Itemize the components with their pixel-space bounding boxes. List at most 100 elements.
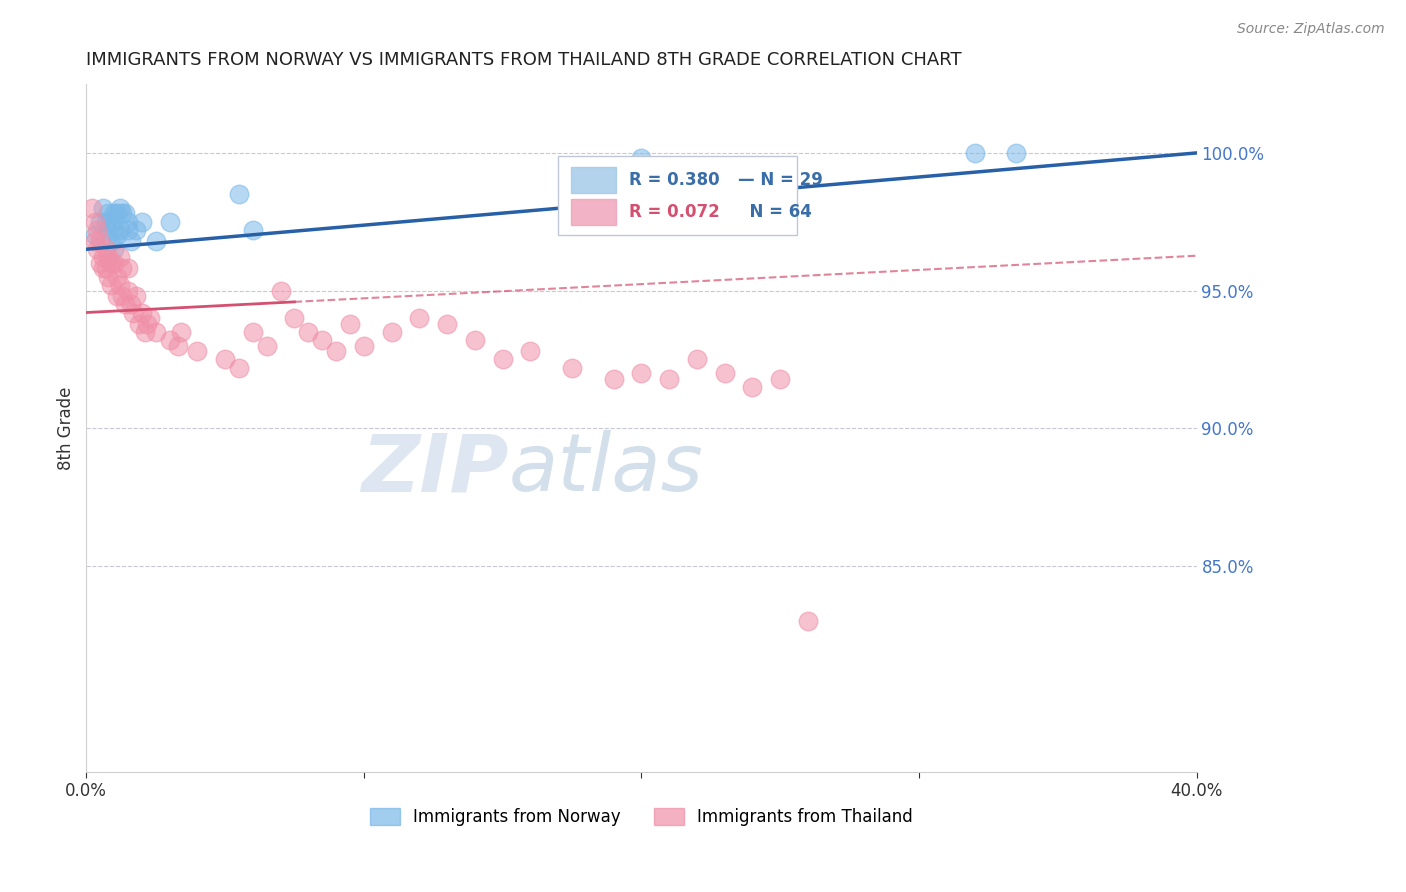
Bar bbox=[571, 167, 616, 193]
Point bbox=[128, 317, 150, 331]
Point bbox=[111, 289, 134, 303]
Point bbox=[658, 371, 681, 385]
Point bbox=[167, 338, 190, 352]
Point bbox=[713, 366, 735, 380]
Text: R = 0.380: R = 0.380 bbox=[630, 170, 720, 189]
Point bbox=[120, 234, 142, 248]
Point bbox=[436, 317, 458, 331]
Point bbox=[117, 284, 139, 298]
Bar bbox=[571, 199, 616, 225]
Point bbox=[108, 278, 131, 293]
Point bbox=[519, 344, 541, 359]
Point bbox=[97, 223, 120, 237]
Point bbox=[325, 344, 347, 359]
Point bbox=[100, 215, 122, 229]
Point bbox=[108, 223, 131, 237]
Point bbox=[103, 256, 125, 270]
Point bbox=[492, 352, 515, 367]
Point bbox=[145, 234, 167, 248]
Point bbox=[561, 360, 583, 375]
Point bbox=[83, 215, 105, 229]
Point bbox=[769, 371, 792, 385]
Point bbox=[111, 206, 134, 220]
Legend: Immigrants from Norway, Immigrants from Thailand: Immigrants from Norway, Immigrants from … bbox=[363, 801, 920, 832]
Point bbox=[242, 223, 264, 237]
Point bbox=[97, 251, 120, 265]
Point bbox=[228, 187, 250, 202]
Point bbox=[630, 152, 652, 166]
Point bbox=[256, 338, 278, 352]
Point bbox=[139, 311, 162, 326]
Point bbox=[1005, 145, 1028, 160]
Point bbox=[134, 325, 156, 339]
Point bbox=[80, 201, 103, 215]
Point bbox=[100, 234, 122, 248]
Point bbox=[91, 201, 114, 215]
Text: R = 0.072: R = 0.072 bbox=[630, 203, 720, 221]
Point bbox=[381, 325, 404, 339]
Point bbox=[91, 251, 114, 265]
Point bbox=[89, 256, 111, 270]
Point bbox=[136, 317, 159, 331]
Point bbox=[111, 261, 134, 276]
Point bbox=[283, 311, 305, 326]
Point bbox=[464, 333, 486, 347]
Point bbox=[86, 223, 108, 237]
Point bbox=[311, 333, 333, 347]
Point bbox=[105, 206, 128, 220]
Point bbox=[159, 215, 181, 229]
Point bbox=[297, 325, 319, 339]
Text: IMMIGRANTS FROM NORWAY VS IMMIGRANTS FROM THAILAND 8TH GRADE CORRELATION CHART: IMMIGRANTS FROM NORWAY VS IMMIGRANTS FRO… bbox=[86, 51, 962, 69]
Point bbox=[83, 234, 105, 248]
Point bbox=[86, 242, 108, 256]
Point bbox=[353, 338, 375, 352]
Point bbox=[94, 215, 117, 229]
Point bbox=[120, 297, 142, 311]
Point bbox=[339, 317, 361, 331]
Point bbox=[131, 215, 153, 229]
Point bbox=[125, 289, 148, 303]
Point bbox=[117, 215, 139, 229]
Point bbox=[89, 215, 111, 229]
Text: atlas: atlas bbox=[508, 430, 703, 508]
Point bbox=[159, 333, 181, 347]
Point bbox=[97, 206, 120, 220]
Point bbox=[131, 305, 153, 319]
Point bbox=[103, 242, 125, 256]
Point bbox=[94, 242, 117, 256]
Text: — N = 29: — N = 29 bbox=[738, 170, 823, 189]
Point bbox=[125, 223, 148, 237]
Point bbox=[186, 344, 208, 359]
Point bbox=[105, 269, 128, 284]
Point bbox=[117, 261, 139, 276]
Point bbox=[103, 206, 125, 220]
Text: ZIP: ZIP bbox=[361, 430, 508, 508]
Point bbox=[630, 366, 652, 380]
Y-axis label: 8th Grade: 8th Grade bbox=[58, 386, 75, 470]
Point bbox=[114, 297, 136, 311]
Point bbox=[242, 325, 264, 339]
Text: Source: ZipAtlas.com: Source: ZipAtlas.com bbox=[1237, 22, 1385, 37]
Point bbox=[169, 325, 191, 339]
Point bbox=[91, 261, 114, 276]
Point bbox=[408, 311, 430, 326]
Point bbox=[214, 352, 236, 367]
Point bbox=[108, 201, 131, 215]
Point bbox=[797, 614, 820, 628]
Point bbox=[97, 269, 120, 284]
Point bbox=[122, 305, 145, 319]
Point bbox=[100, 278, 122, 293]
Point bbox=[228, 360, 250, 375]
Point bbox=[94, 261, 117, 276]
Point bbox=[108, 251, 131, 265]
Point bbox=[270, 284, 292, 298]
Text: N = 64: N = 64 bbox=[738, 203, 811, 221]
Point bbox=[117, 223, 139, 237]
Point bbox=[100, 256, 122, 270]
Point bbox=[686, 352, 709, 367]
Point bbox=[963, 145, 986, 160]
FancyBboxPatch shape bbox=[558, 156, 797, 235]
Point bbox=[83, 228, 105, 243]
Point bbox=[145, 325, 167, 339]
Point bbox=[602, 371, 624, 385]
